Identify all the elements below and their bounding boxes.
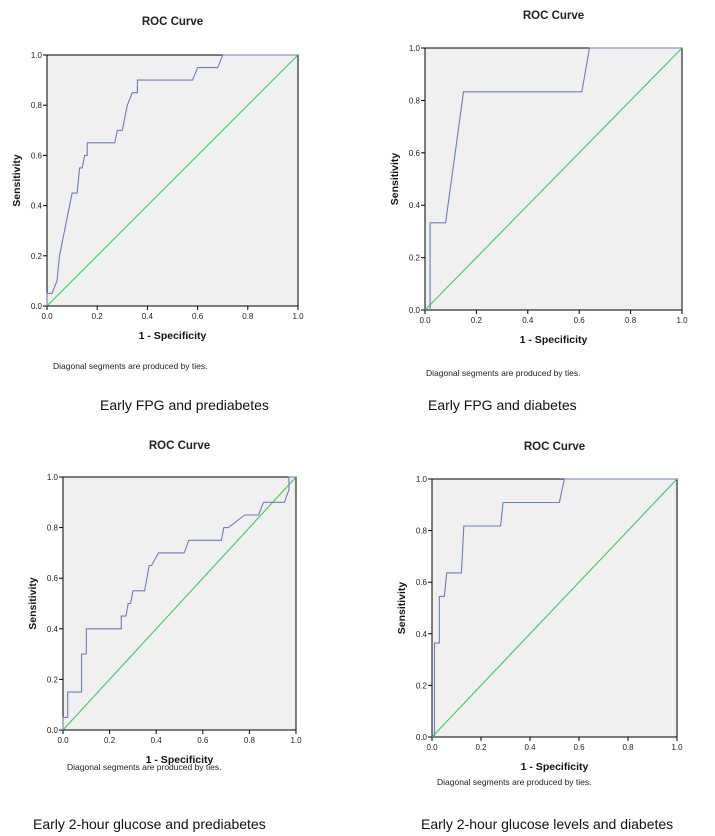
y-tick-label: 0.2 (409, 254, 421, 263)
y-tick-label: 1.0 (416, 475, 428, 484)
roc-curve (433, 478, 677, 737)
roc-panel-1: ROC Curve 0.0 0.2 0.4 0.6 0.8 1.0 0.0 0.2 0.4 0.6 0… (0, 0, 357, 418)
y-tick-label: 1.0 (409, 44, 421, 53)
x-tick-label: 1.0 (671, 743, 683, 752)
chart-title: ROC Curve (523, 10, 584, 22)
x-tick-label: 0.2 (92, 312, 104, 321)
y-tick-label: 0.4 (31, 202, 43, 211)
y-tick-label: 0.8 (31, 101, 43, 110)
chart-title: ROC Curve (149, 440, 210, 452)
caption-1: Early FPG and prediabetes (100, 397, 269, 413)
x-tick-label: 1.0 (676, 316, 688, 325)
x-axis-label: 1 - Specificity (146, 754, 214, 766)
chart-footnote: Diagonal segments are produced by ties. (437, 777, 592, 787)
x-tick-label: 0.6 (197, 736, 209, 745)
reference-line (46, 54, 299, 307)
y-tick-label: 0.6 (31, 151, 43, 160)
chart-title: ROC Curve (142, 16, 203, 28)
chart-footnote: Diagonal segments are produced by ties. (67, 762, 222, 772)
reference-line (62, 476, 297, 731)
y-axis-label: Sensitivity (396, 582, 408, 635)
y-tick-label: 0.6 (47, 574, 59, 583)
x-tick-label: 0.4 (524, 743, 536, 752)
x-tick-label: 0.2 (471, 316, 483, 325)
y-tick-label: 0.4 (409, 201, 421, 210)
x-tick-label: 0.6 (192, 312, 204, 321)
y-tick-label: 0.6 (416, 578, 428, 587)
x-tick-label: 1.0 (290, 736, 302, 745)
roc-curve (46, 54, 298, 306)
x-tick-label: 0.8 (625, 316, 637, 325)
x-tick-label: 0.8 (244, 736, 256, 745)
y-axis-label: Sensitivity (27, 577, 39, 630)
y-tick-label: 0.8 (47, 524, 59, 533)
caption-3: Early 2-hour glucose and prediabetes (33, 816, 266, 832)
reference-line (431, 478, 678, 738)
x-tick-label: 0.6 (574, 316, 586, 325)
x-axis-label: 1 - Specificity (139, 330, 207, 342)
y-tick-label: 0.8 (416, 527, 428, 536)
x-tick-label: 1.0 (292, 312, 304, 321)
y-tick-label: 0.2 (31, 252, 43, 261)
roc-panel-2: ROC Curve 0.0 0.2 0.4 0.6 0.8 1.0 0.0 0.2 0.4 0.6 0… (357, 0, 715, 418)
x-tick-label: 0.0 (426, 743, 438, 752)
y-tick-label: 0.0 (409, 306, 421, 315)
x-tick-label: 0.0 (419, 316, 431, 325)
x-tick-label: 0.2 (475, 743, 487, 752)
y-axis-label: Sensitivity (11, 154, 23, 207)
roc-curve (62, 476, 296, 730)
y-tick-label: 1.0 (31, 51, 43, 60)
reference-line (424, 47, 683, 311)
x-tick-label: 0.8 (622, 743, 634, 752)
chart-title: ROC Curve (524, 441, 585, 453)
y-tick-label: 0.8 (409, 96, 421, 105)
caption-4: Early 2-hour glucose levels and diabetes (421, 816, 674, 832)
y-tick-label: 0.4 (416, 630, 428, 639)
roc-chart-3: ROC Curve 0.0 0.2 0.4 0.6 0.8 1.0 0.0 0.2 0.4 0.6 0… (27, 440, 302, 772)
x-axis-label: 1 - Specificity (520, 334, 588, 346)
x-tick-label: 0.0 (41, 312, 53, 321)
x-tick-label: 0.4 (142, 312, 154, 321)
roc-panel-4: ROC Curve 0.0 0.2 0.4 0.6 0.8 1.0 0.0 0.2 0.4 0.6 0… (357, 418, 715, 836)
y-tick-label: 0.2 (416, 681, 428, 690)
y-tick-label: 0.4 (47, 625, 59, 634)
y-axis-label: Sensitivity (389, 153, 401, 206)
roc-chart-1: ROC Curve 0.0 0.2 0.4 0.6 0.8 1.0 0.0 0.2 0.4 0.6 0… (11, 16, 304, 371)
caption-2: Early FPG and diabetes (428, 397, 577, 413)
roc-chart-4: ROC Curve 0.0 0.2 0.4 0.6 0.8 1.0 0.0 0.2 0.4 0.6 0… (396, 441, 683, 787)
chart-footnote: Diagonal segments are produced by ties. (53, 361, 208, 371)
roc-panel-3: ROC Curve 0.0 0.2 0.4 0.6 0.8 1.0 0.0 0.2 0.4 0.6 0… (0, 418, 357, 836)
y-tick-label: 0.2 (47, 675, 59, 684)
x-tick-label: 0.4 (522, 316, 534, 325)
x-tick-label: 0.8 (242, 312, 254, 321)
y-tick-label: 0.6 (409, 149, 421, 158)
y-tick-label: 1.0 (47, 473, 59, 482)
y-tick-label: 0.0 (31, 302, 43, 311)
y-tick-label: 0.0 (47, 726, 59, 735)
x-tick-label: 0.2 (104, 736, 116, 745)
x-axis-label: 1 - Specificity (521, 761, 589, 773)
roc-curve (429, 47, 682, 310)
x-tick-label: 0.0 (57, 736, 69, 745)
roc-chart-2: ROC Curve 0.0 0.2 0.4 0.6 0.8 1.0 0.0 0.2 0.4 0.6 0… (389, 10, 688, 378)
x-tick-label: 0.6 (573, 743, 585, 752)
y-tick-label: 0.0 (416, 733, 428, 742)
chart-footnote: Diagonal segments are produced by ties. (426, 368, 581, 378)
x-tick-label: 0.4 (151, 736, 163, 745)
